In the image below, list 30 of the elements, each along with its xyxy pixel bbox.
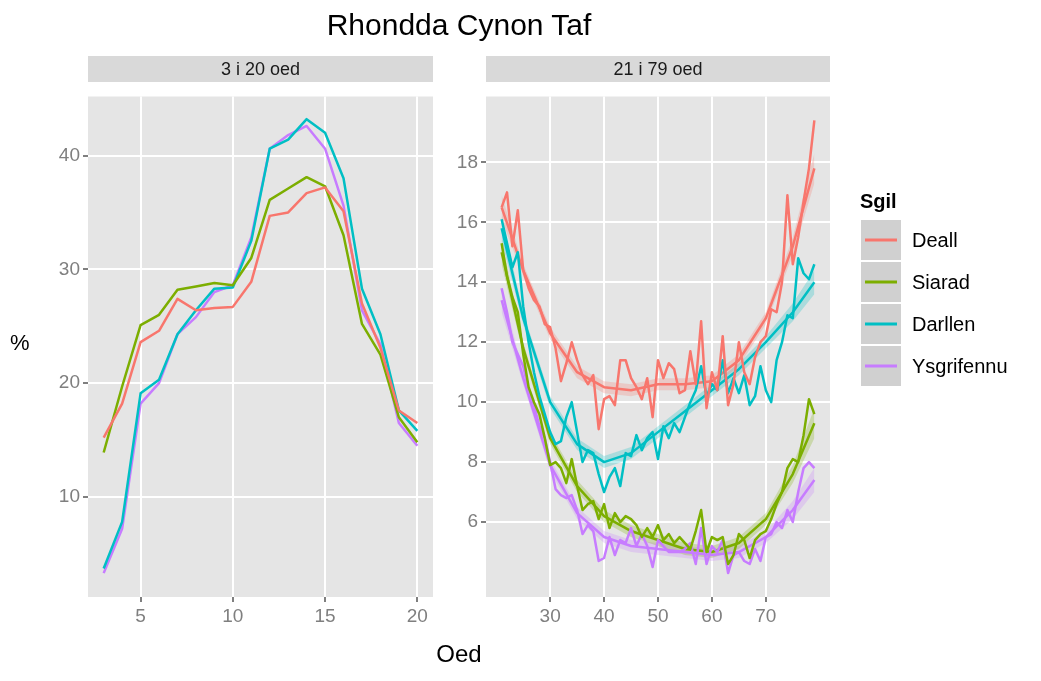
y-tick-label: 20 [58, 371, 80, 393]
x-axis-title: Oed [435, 640, 483, 668]
y-tick-label: 10 [456, 390, 478, 412]
y-tick-label: 10 [58, 485, 80, 507]
y-tick-label: 14 [456, 270, 479, 292]
y-tick-label: 12 [456, 330, 478, 352]
y-tick-label: 16 [456, 210, 478, 232]
x-tick-label: 70 [755, 604, 777, 626]
y-tick-label: 6 [467, 510, 478, 532]
x-tick-label: 40 [593, 604, 615, 626]
x-tick-label: 20 [406, 604, 428, 626]
y-tick-label: 8 [467, 450, 478, 472]
x-tick-label: 15 [314, 604, 336, 626]
legend-label: Ysgrifennu [912, 354, 1008, 378]
legend-label: Deall [912, 228, 958, 252]
x-tick-label: 30 [539, 604, 561, 626]
legend-title: Sgil [860, 190, 898, 213]
chart-subtitle: 3 i 20 oed [88, 56, 433, 82]
x-tick-label: 50 [647, 604, 669, 626]
chart-subtitle: 21 i 79 oed [486, 56, 830, 82]
legend-label: Siarad [912, 270, 970, 294]
y-tick-label: 18 [456, 150, 478, 172]
y-tick-label: 30 [58, 257, 80, 279]
legend-label: Darllen [912, 312, 976, 336]
x-tick-label: 60 [701, 604, 723, 626]
chart-title: Rhondda Cynon Taf [325, 8, 593, 42]
y-tick-label: 40 [58, 143, 80, 165]
x-tick-label: 10 [222, 604, 244, 626]
y-axis-title: % [10, 330, 30, 356]
x-tick-label: 5 [135, 604, 146, 626]
